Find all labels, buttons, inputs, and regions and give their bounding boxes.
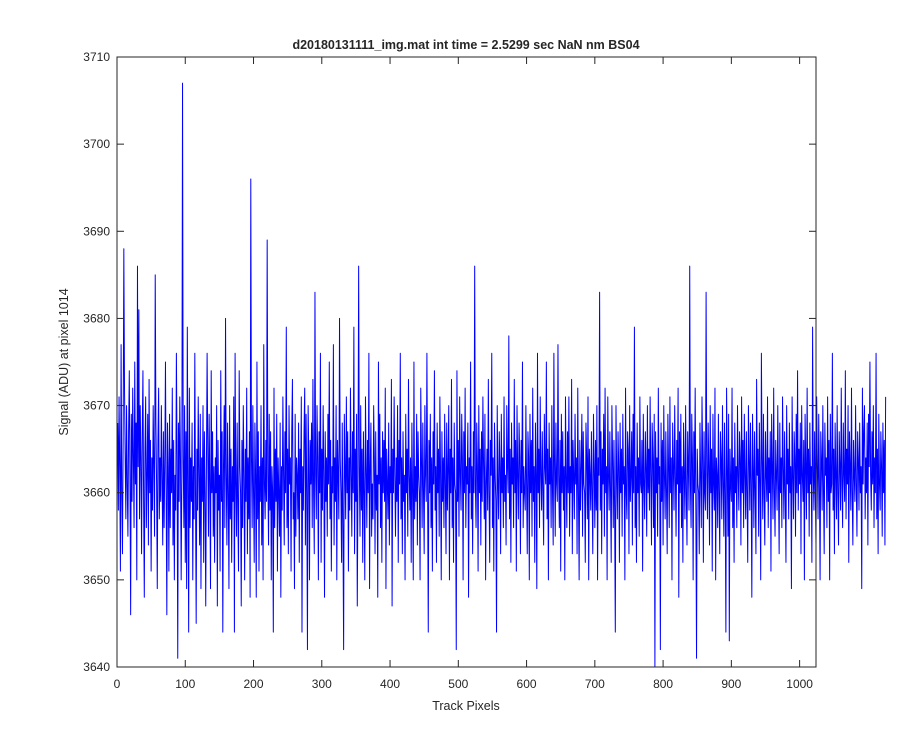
x-tick-label: 200	[244, 677, 264, 691]
axes-background	[117, 57, 816, 667]
axes-box	[116, 56, 817, 668]
y-axis-label: Signal (ADU) at pixel 1014	[57, 288, 71, 435]
x-tick-label: 800	[653, 677, 673, 691]
y-tick-label: 3670	[83, 399, 110, 413]
x-axis: 0 100 200 300 400 500 600 700 800 900 1000	[114, 57, 813, 691]
x-tick-label: 1000	[786, 677, 813, 691]
x-tick-label: 0	[114, 677, 121, 691]
y-tick-label: 3650	[83, 573, 110, 587]
x-tick-label: 400	[380, 677, 400, 691]
y-tick-label: 3640	[83, 660, 110, 674]
x-tick-label: 500	[448, 677, 468, 691]
series-layer	[117, 82, 887, 668]
y-axis: 3640 3650 3660 3670 3680 3690 3700 3710	[83, 50, 816, 674]
x-tick-label: 100	[175, 677, 195, 691]
x-axis-label: Track Pixels	[432, 699, 500, 713]
series-line-0	[117, 82, 887, 668]
y-tick-label: 3700	[83, 137, 110, 151]
x-tick-label: 700	[585, 677, 605, 691]
y-tick-label: 3690	[83, 224, 110, 238]
chart-title: d20180131111_img.mat int time = 2.5299 s…	[292, 38, 639, 52]
y-tick-label: 3710	[83, 50, 110, 64]
x-tick-label: 600	[517, 677, 537, 691]
y-tick-label: 3660	[83, 486, 110, 500]
y-tick-label: 3680	[83, 311, 110, 325]
x-tick-label: 900	[721, 677, 741, 691]
x-tick-label: 300	[312, 677, 332, 691]
